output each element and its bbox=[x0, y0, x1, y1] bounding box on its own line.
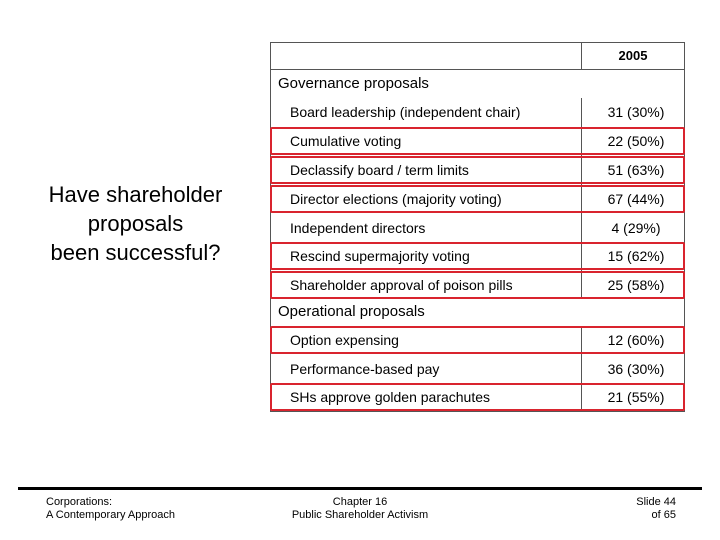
question-line-2: proposals bbox=[87, 211, 184, 236]
row-value: 21 (55%) bbox=[607, 389, 665, 405]
table-body-frame bbox=[270, 69, 685, 412]
row-value: 4 (29%) bbox=[611, 220, 661, 236]
row-value: 22 (50%) bbox=[607, 133, 665, 149]
row-label: Board leadership (independent chair) bbox=[290, 104, 521, 120]
row-value: 36 (30%) bbox=[607, 361, 665, 377]
question-line-3: been successful? bbox=[50, 240, 221, 265]
footer-slide-line-2: of 65 bbox=[651, 509, 676, 521]
table-row-highlighted: Director elections (majority voting) 67 … bbox=[270, 185, 685, 213]
footer-divider bbox=[18, 487, 702, 490]
row-value: 67 (44%) bbox=[607, 191, 665, 207]
table-row-highlighted: Shareholder approval of poison pills 25 … bbox=[270, 271, 685, 299]
header-empty-cell bbox=[270, 42, 582, 70]
footer-chapter-line-1: Chapter 16 bbox=[332, 496, 388, 508]
row-label: Shareholder approval of poison pills bbox=[290, 277, 513, 293]
proposals-table: 2005 Governance proposals Board leadersh… bbox=[270, 42, 685, 412]
row-label: Performance-based pay bbox=[290, 361, 440, 377]
row-label: Director elections (majority voting) bbox=[290, 191, 502, 207]
footer-course-line-1: Corporations: bbox=[46, 496, 113, 508]
value-column-divider-governance bbox=[581, 98, 582, 298]
row-value: 12 (60%) bbox=[607, 332, 665, 348]
row-label: Independent directors bbox=[290, 220, 426, 236]
table-row-highlighted: Option expensing 12 (60%) bbox=[270, 326, 685, 354]
table-row-highlighted: SHs approve golden parachutes 21 (55%) bbox=[270, 383, 685, 411]
question-line-1: Have shareholder bbox=[48, 182, 223, 207]
row-label: Rescind supermajority voting bbox=[290, 248, 470, 264]
footer-course: Corporations: A Contemporary Approach bbox=[46, 496, 175, 522]
row-label: Declassify board / term limits bbox=[290, 162, 469, 178]
section-title-governance: Governance proposals bbox=[278, 75, 429, 92]
row-value: 31 (30%) bbox=[607, 104, 665, 120]
row-label: Cumulative voting bbox=[290, 133, 402, 149]
table-row-highlighted: Declassify board / term limits 51 (63%) bbox=[270, 156, 685, 184]
header-year: 2005 bbox=[618, 48, 648, 63]
row-value: 51 (63%) bbox=[607, 162, 665, 178]
row-label: SHs approve golden parachutes bbox=[290, 389, 491, 405]
footer-course-line-2: A Contemporary Approach bbox=[46, 509, 176, 521]
table-row-highlighted: Rescind supermajority voting 15 (62%) bbox=[270, 242, 685, 270]
value-column-divider-operational bbox=[581, 326, 582, 412]
row-label: Option expensing bbox=[290, 332, 399, 348]
slide-question: Have shareholder proposals been successf… bbox=[18, 180, 253, 267]
footer-slide-number: Slide 44 of 65 bbox=[580, 496, 676, 522]
row-value: 15 (62%) bbox=[607, 248, 665, 264]
section-title-operational: Operational proposals bbox=[278, 303, 425, 320]
footer-slide-line-1: Slide 44 bbox=[636, 496, 676, 508]
table-row: Board leadership (independent chair) 31 … bbox=[270, 98, 685, 126]
table-row: Performance-based pay 36 (30%) bbox=[270, 355, 685, 383]
row-value: 25 (58%) bbox=[607, 277, 665, 293]
footer-chapter-line-2: Public Shareholder Activism bbox=[291, 509, 429, 521]
table-row-highlighted: Cumulative voting 22 (50%) bbox=[270, 127, 685, 155]
footer-chapter: Chapter 16 Public Shareholder Activism bbox=[260, 496, 460, 522]
table-row: Independent directors 4 (29%) bbox=[270, 214, 685, 242]
